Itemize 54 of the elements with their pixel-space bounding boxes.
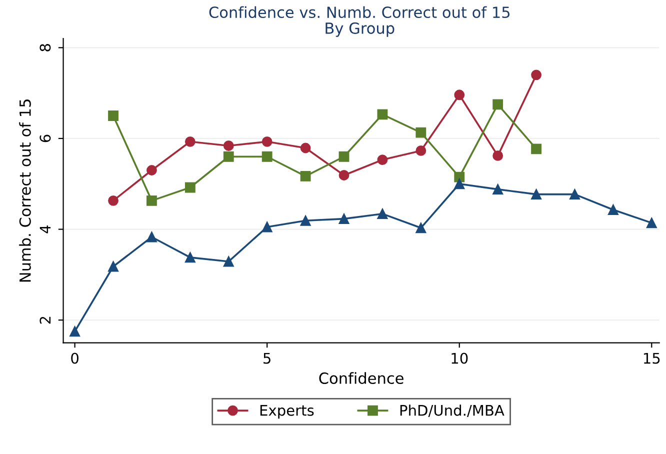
point	[608, 204, 618, 215]
point	[146, 195, 157, 206]
point	[300, 142, 311, 154]
x-tick-label: 0	[71, 352, 78, 364]
point	[223, 140, 234, 151]
x-tick-label: 5	[264, 352, 270, 364]
legend-label: Experts	[260, 405, 314, 419]
y-tick-label: 2	[40, 316, 51, 324]
point	[492, 184, 504, 195]
point	[223, 256, 234, 267]
point	[416, 222, 426, 234]
point	[454, 178, 465, 190]
point	[262, 222, 272, 232]
point	[223, 151, 234, 162]
y-tick-label: 6	[40, 134, 51, 142]
point	[492, 150, 504, 161]
point	[377, 109, 388, 120]
point	[531, 70, 542, 80]
point	[646, 218, 657, 228]
point	[416, 127, 426, 138]
point	[146, 232, 157, 242]
point	[338, 170, 350, 180]
point	[570, 189, 580, 200]
point	[531, 189, 542, 200]
point	[70, 326, 80, 337]
point	[108, 110, 118, 121]
x-tick-label: 15	[644, 352, 660, 364]
x-axis-title: Confidence	[319, 372, 404, 384]
y-tick-label: 8	[40, 44, 51, 52]
y-axis-title: Numb. Correct out of 15	[19, 100, 31, 282]
point	[377, 154, 388, 166]
point	[492, 99, 504, 110]
y-tick-label: 4	[40, 225, 51, 234]
point	[377, 208, 388, 220]
chart-title: Confidence vs. Numb. Correct out of 15	[209, 6, 510, 18]
point	[184, 182, 196, 193]
point	[300, 170, 311, 182]
point	[184, 252, 196, 263]
point	[338, 214, 350, 224]
point	[300, 215, 311, 226]
point	[262, 136, 272, 147]
point	[531, 144, 542, 154]
x-tick-label: 10	[452, 352, 468, 364]
point	[416, 146, 426, 156]
chart-subtitle: By Group	[326, 22, 394, 37]
point	[454, 172, 465, 182]
point	[454, 90, 465, 100]
point	[146, 165, 157, 176]
legend-label: PhD/Und./MBA	[400, 404, 504, 417]
point	[262, 151, 272, 162]
point	[184, 136, 196, 147]
point	[338, 151, 350, 162]
point	[108, 195, 118, 206]
point	[108, 261, 118, 272]
